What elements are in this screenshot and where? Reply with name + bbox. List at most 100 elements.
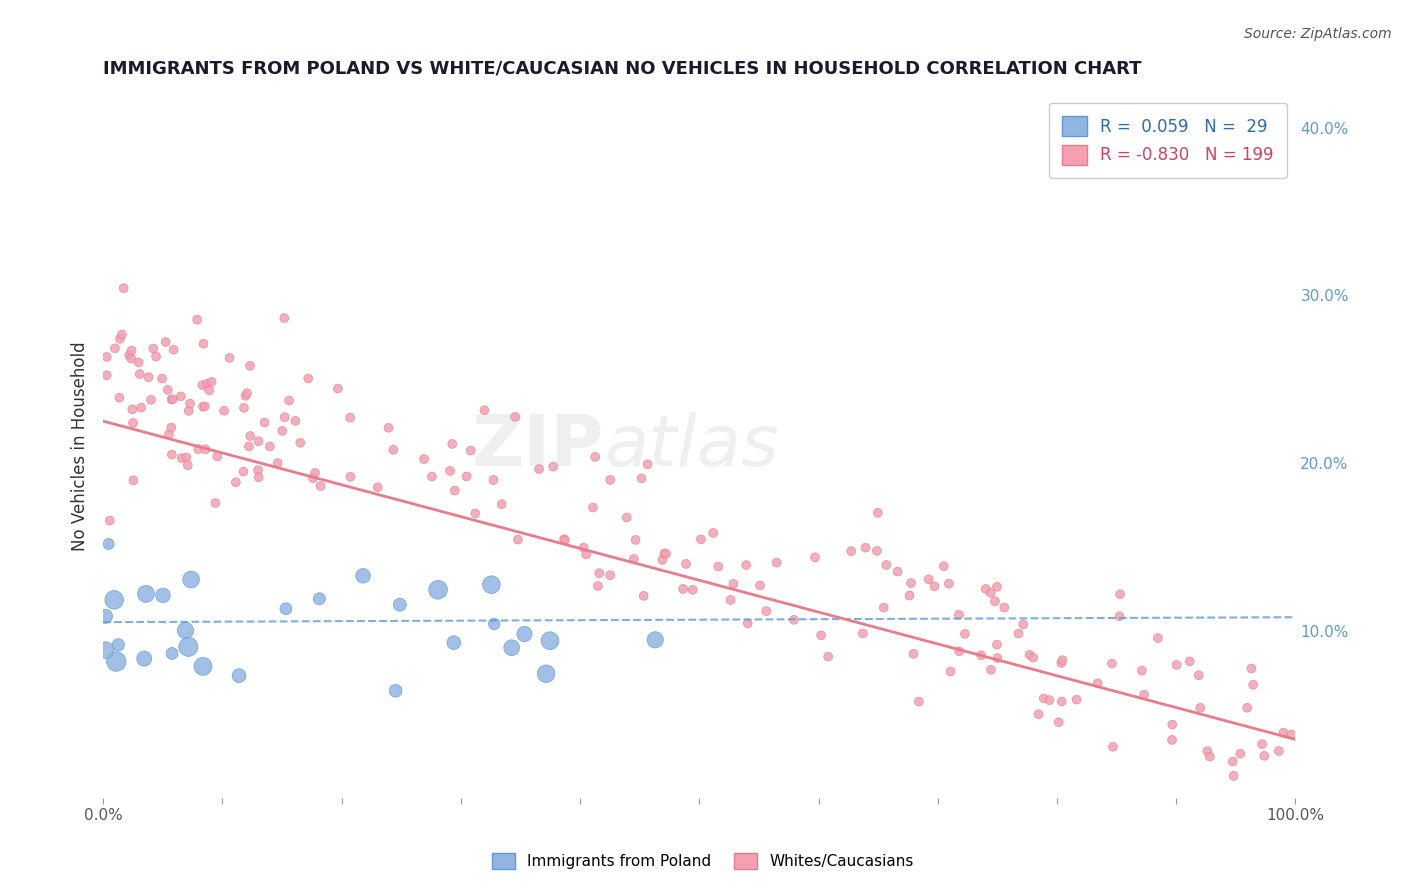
Point — [1188, 668, 1211, 682]
Point — [460, 443, 482, 458]
Point — [491, 497, 513, 511]
Point — [707, 559, 730, 574]
Point — [145, 350, 167, 364]
Point — [503, 409, 526, 424]
Point — [195, 376, 218, 391]
Point — [273, 311, 295, 326]
Point — [160, 647, 183, 661]
Point — [377, 421, 399, 435]
Point — [1222, 755, 1244, 769]
Point — [441, 437, 464, 451]
Point — [501, 640, 523, 655]
Point — [804, 550, 827, 565]
Point — [439, 464, 461, 478]
Point — [162, 392, 184, 407]
Point — [586, 579, 609, 593]
Point — [1022, 650, 1045, 665]
Point — [534, 666, 557, 681]
Point — [105, 655, 128, 669]
Point — [1066, 692, 1088, 706]
Point — [1229, 747, 1251, 761]
Point — [644, 632, 666, 647]
Point — [1147, 631, 1170, 645]
Point — [749, 578, 772, 592]
Point — [672, 582, 695, 596]
Point — [174, 624, 197, 638]
Point — [873, 600, 896, 615]
Point — [207, 450, 229, 464]
Point — [177, 458, 200, 473]
Point — [479, 577, 502, 591]
Point — [464, 507, 486, 521]
Point — [953, 627, 976, 641]
Point — [633, 589, 655, 603]
Point — [1268, 744, 1291, 758]
Point — [554, 533, 576, 548]
Point — [735, 558, 758, 572]
Point — [156, 383, 179, 397]
Point — [986, 580, 1008, 594]
Point — [948, 644, 970, 658]
Point — [1178, 654, 1201, 668]
Point — [1038, 693, 1060, 707]
Point — [129, 401, 152, 415]
Point — [918, 572, 941, 586]
Point — [1161, 717, 1184, 731]
Point — [1197, 744, 1219, 758]
Point — [852, 626, 875, 640]
Point — [575, 548, 598, 562]
Point — [900, 576, 922, 591]
Point — [737, 616, 759, 631]
Point — [588, 566, 610, 581]
Point — [855, 541, 877, 555]
Point — [986, 651, 1008, 665]
Point — [122, 473, 145, 487]
Point — [980, 586, 1002, 600]
Point — [179, 396, 201, 410]
Point — [1012, 617, 1035, 632]
Text: Source: ZipAtlas.com: Source: ZipAtlas.com — [1244, 27, 1392, 41]
Point — [201, 375, 224, 389]
Point — [186, 312, 208, 326]
Point — [903, 647, 925, 661]
Point — [654, 546, 676, 560]
Point — [1222, 769, 1244, 783]
Point — [103, 592, 125, 607]
Point — [367, 480, 389, 494]
Point — [538, 633, 561, 648]
Point — [284, 414, 307, 428]
Y-axis label: No Vehicles in Household: No Vehicles in Household — [72, 342, 89, 551]
Point — [98, 514, 121, 528]
Point — [682, 582, 704, 597]
Point — [974, 582, 997, 596]
Point — [413, 452, 436, 467]
Point — [232, 401, 254, 415]
Point — [112, 281, 135, 295]
Point — [160, 448, 183, 462]
Point — [599, 473, 621, 487]
Point — [239, 359, 262, 373]
Point — [212, 403, 235, 417]
Point — [1050, 656, 1073, 670]
Point — [866, 544, 889, 558]
Point — [702, 526, 724, 541]
Point — [443, 635, 465, 649]
Text: atlas: atlas — [605, 412, 779, 481]
Point — [1198, 749, 1220, 764]
Point — [388, 598, 411, 612]
Point — [924, 579, 946, 593]
Point — [139, 392, 162, 407]
Point — [1281, 727, 1303, 741]
Point — [474, 403, 496, 417]
Point — [443, 483, 465, 498]
Legend: Immigrants from Poland, Whites/Caucasians: Immigrants from Poland, Whites/Caucasian… — [486, 847, 920, 875]
Point — [193, 336, 215, 351]
Point — [1166, 657, 1188, 672]
Point — [253, 416, 276, 430]
Point — [783, 613, 806, 627]
Point — [176, 450, 198, 465]
Point — [247, 470, 270, 484]
Point — [970, 648, 993, 663]
Point — [94, 643, 117, 657]
Point — [302, 471, 325, 485]
